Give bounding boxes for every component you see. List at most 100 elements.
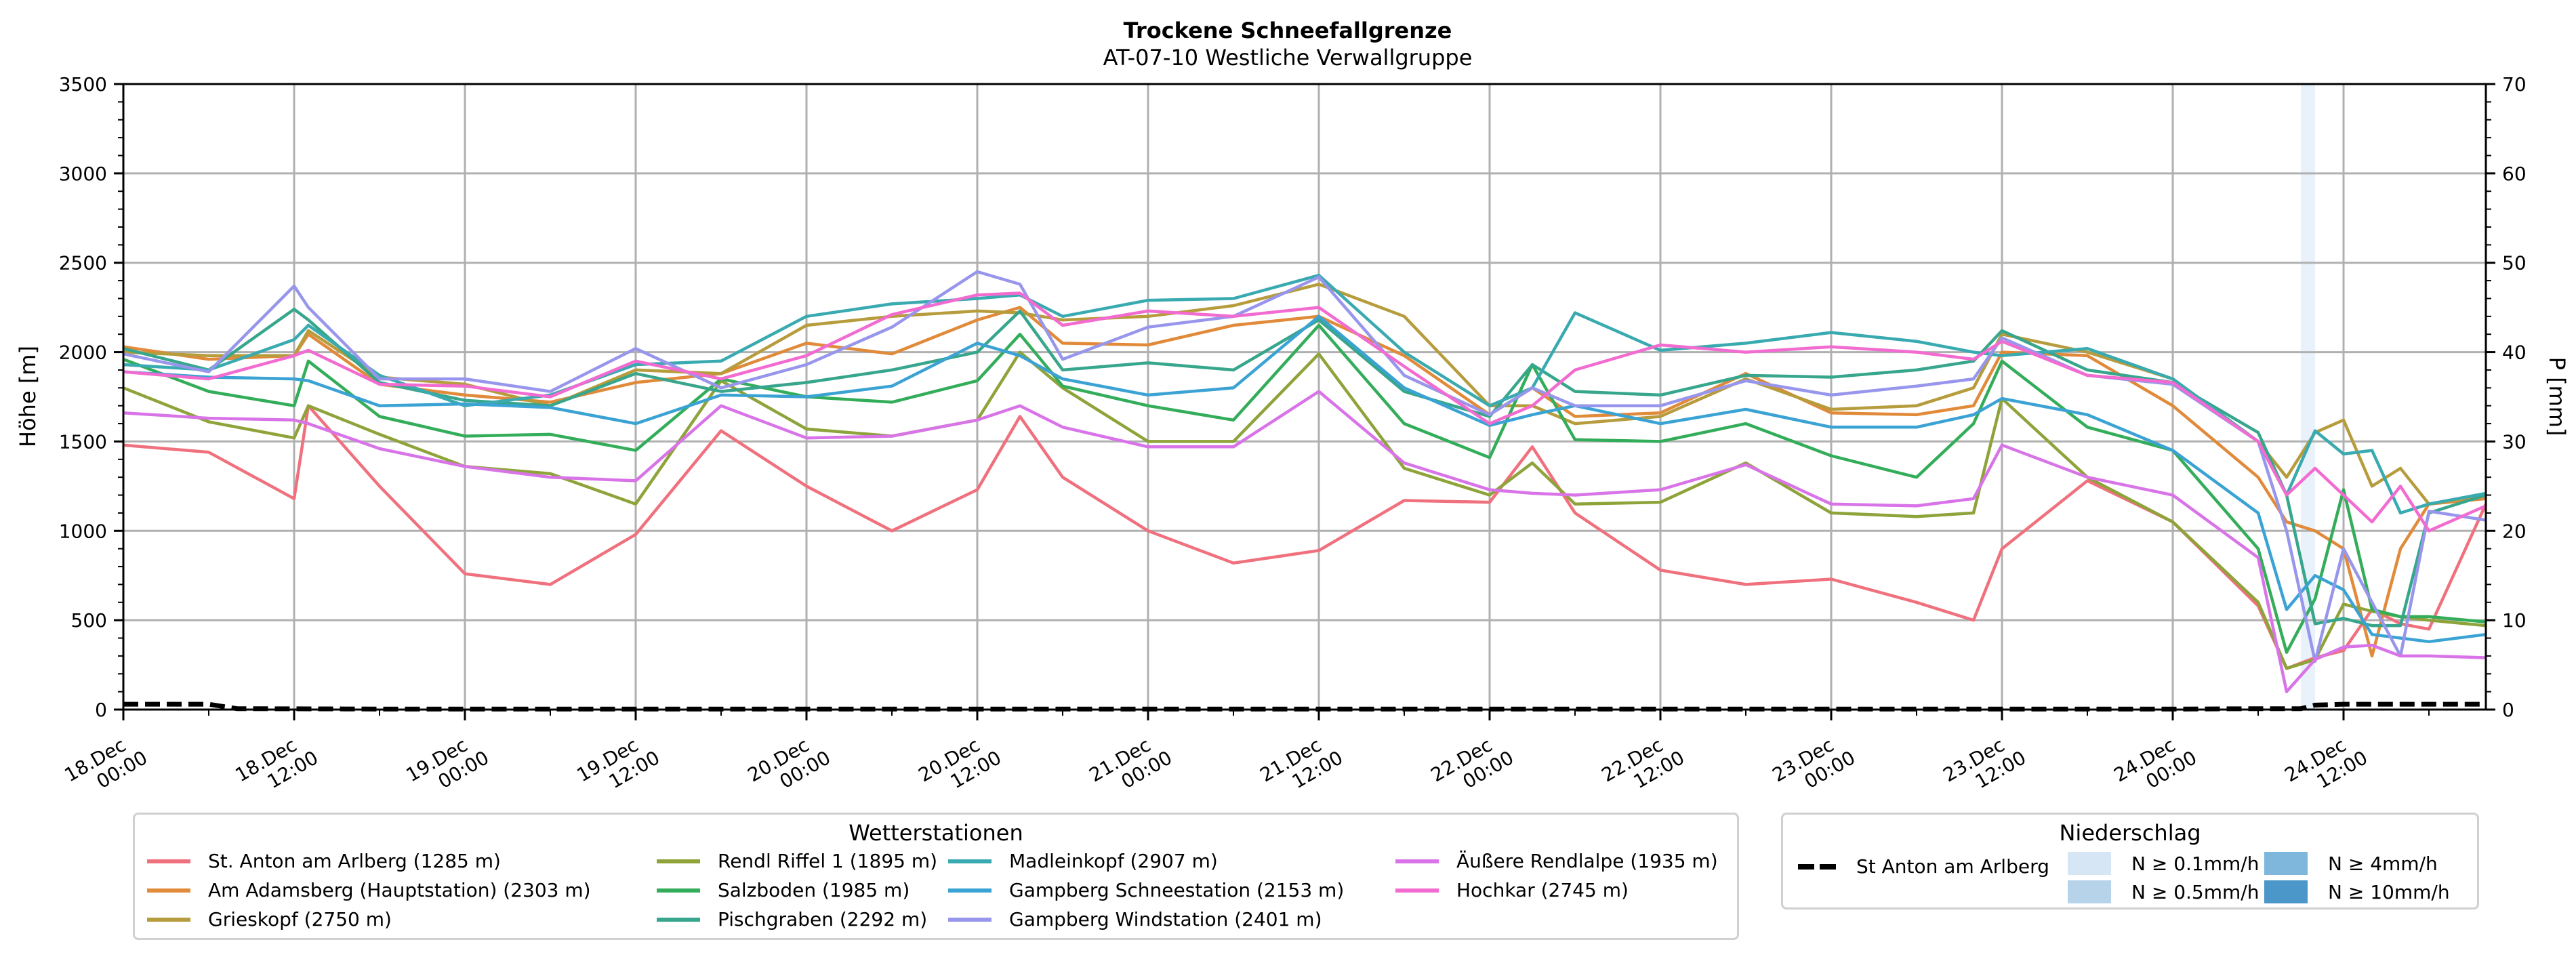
legend-item: Rendl Riffel 1 (1895 m) <box>657 850 937 872</box>
y-right-tick-label: 40 <box>2502 342 2527 364</box>
legend-swatch <box>657 888 700 893</box>
legend-label: Äußere Rendlalpe (1935 m) <box>1456 850 1718 872</box>
x-tick-label: 18.Dec12:00 <box>232 727 323 805</box>
plot-frame <box>122 83 2487 711</box>
y-axis-label: Höhe [m] <box>15 346 41 447</box>
legend-precip-title: Niederschlag <box>2059 820 2201 846</box>
x-tick-label: 23.Dec00:00 <box>1769 727 1860 805</box>
legend-item: Am Adamsberg (Hauptstation) (2303 m) <box>147 879 591 901</box>
legend-item: Äußere Rendlalpe (1935 m) <box>1395 850 1718 872</box>
series-lines <box>123 270 2488 693</box>
y-right-tick-label: 20 <box>2502 520 2527 542</box>
legend-label: Hochkar (2745 m) <box>1456 879 1629 901</box>
axes: 0 500 1000 1500 2000 2500 3000 3500 0 10 20 30 40 50 6… <box>59 73 2527 805</box>
precip-class-item: N ≥ 0.5mm/h <box>2068 880 2259 903</box>
y-tick-label: 3000 <box>59 163 107 185</box>
y-right-tick-label: 70 <box>2502 73 2527 96</box>
legend-swatch <box>948 888 991 893</box>
precip-band <box>2301 84 2315 710</box>
x-tick-label: 24.Dec12:00 <box>2281 727 2372 805</box>
precip-class-label: N ≥ 0.5mm/h <box>2131 880 2260 903</box>
precip-class-item: N ≥ 10mm/h <box>2264 880 2450 903</box>
series-line <box>123 314 2487 644</box>
x-tick-label: 22.Dec12:00 <box>1598 727 1689 805</box>
grid <box>123 84 2486 710</box>
y-right-tick-label: 0 <box>2502 699 2514 721</box>
legend-swatch <box>657 917 700 922</box>
series-line <box>123 306 2487 658</box>
legend-item: Pischgraben (2292 m) <box>657 908 927 931</box>
x-tick-label: 19.Dec00:00 <box>403 727 493 805</box>
legend-swatch <box>657 859 700 863</box>
legend-swatch <box>948 917 991 922</box>
x-tick-label: 18.Dec00:00 <box>61 727 152 805</box>
y-tick-label: 2500 <box>59 252 107 274</box>
y-right-tick-label: 30 <box>2502 430 2527 453</box>
series-line <box>123 270 2487 663</box>
legend-precip: Niederschlag St Anton am Arlberg N ≥ 0.1… <box>1781 813 2479 909</box>
y-right-tick-label: 10 <box>2502 609 2527 632</box>
legend-precip-line: St Anton am Arlberg <box>1798 855 2049 878</box>
y-axis-right-label: P [mm] <box>2544 357 2570 436</box>
legend-label: St. Anton am Arlberg (1285 m) <box>208 850 501 872</box>
legend-item: Madleinkopf (2907 m) <box>948 850 1218 872</box>
legend-stations: Wetterstationen St. Anton am Arlberg (12… <box>133 813 1739 940</box>
legend-swatch <box>1395 888 1439 893</box>
legend-item: Salzboden (1985 m) <box>657 879 909 901</box>
legend-label: Madleinkopf (2907 m) <box>1009 850 1218 872</box>
x-tick-label: 24.Dec00:00 <box>2110 727 2201 805</box>
precip-class-swatch <box>2068 852 2111 875</box>
legend-item: Gampberg Windstation (2401 m) <box>948 908 1322 931</box>
chart-subtitle: AT-07-10 Westliche Verwallgruppe <box>1103 45 1473 70</box>
precip-dashed-line <box>123 701 2486 712</box>
x-tick-label: 20.Dec12:00 <box>915 727 1006 805</box>
legend-item: Gampberg Schneestation (2153 m) <box>948 879 1344 901</box>
precip-class-swatch <box>2264 880 2308 903</box>
legend-label: Grieskopf (2750 m) <box>208 908 392 931</box>
legend-item: St. Anton am Arlberg (1285 m) <box>147 850 501 872</box>
precip-class-item: N ≥ 0.1mm/h <box>2068 852 2259 875</box>
x-tick-label: 20.Dec00:00 <box>744 727 835 805</box>
y-tick-label: 1500 <box>59 430 107 453</box>
legend-label: Salzboden (1985 m) <box>718 879 910 901</box>
x-tick-label: 22.Dec00:00 <box>1427 727 1518 805</box>
legend-swatch <box>147 917 190 922</box>
y-tick-label: 1000 <box>59 520 107 542</box>
dashed-line-swatch <box>1798 863 1836 870</box>
y-tick-label: 3500 <box>59 73 107 96</box>
series-line <box>123 323 2487 654</box>
series-line <box>123 390 2487 693</box>
legend-label: Gampberg Windstation (2401 m) <box>1009 908 1322 931</box>
precip-line <box>123 701 2486 712</box>
y-tick-label: 0 <box>95 699 107 721</box>
precip-bands <box>2301 84 2315 710</box>
legend-swatch <box>147 888 190 893</box>
precip-class-label: N ≥ 4mm/h <box>2328 852 2438 875</box>
legend-label: Gampberg Schneestation (2153 m) <box>1009 879 1345 901</box>
legend-swatch <box>1395 859 1439 863</box>
series-line <box>123 404 2488 670</box>
series-line <box>123 291 2487 533</box>
series-line <box>123 273 2487 515</box>
precip-class-swatch <box>2068 880 2111 903</box>
legend-swatch <box>948 859 991 863</box>
precip-class-label: N ≥ 0.1mm/h <box>2131 852 2260 875</box>
x-tick-label: 21.Dec12:00 <box>1256 727 1347 805</box>
precip-class-item: N ≥ 4mm/h <box>2264 852 2438 875</box>
x-tick-label: 19.Dec12:00 <box>573 727 664 805</box>
legend-precip-line-label: St Anton am Arlberg <box>1856 855 2049 878</box>
legend-stations-title: Wetterstationen <box>849 820 1023 846</box>
precip-class-swatch <box>2264 852 2308 875</box>
precip-class-label: N ≥ 10mm/h <box>2328 880 2450 903</box>
legend-label: Pischgraben (2292 m) <box>718 908 928 931</box>
legend-item: Grieskopf (2750 m) <box>147 908 392 931</box>
legend-swatch <box>147 859 190 863</box>
legend-label: Rendl Riffel 1 (1895 m) <box>718 850 938 872</box>
y-right-tick-label: 50 <box>2502 252 2527 274</box>
y-right-tick-label: 60 <box>2502 163 2527 185</box>
chart-title: Trockene Schneefallgrenze <box>1124 18 1452 43</box>
y-tick-label: 500 <box>71 609 107 632</box>
x-tick-label: 23.Dec12:00 <box>1940 727 2030 805</box>
legend-item: Hochkar (2745 m) <box>1395 879 1629 901</box>
